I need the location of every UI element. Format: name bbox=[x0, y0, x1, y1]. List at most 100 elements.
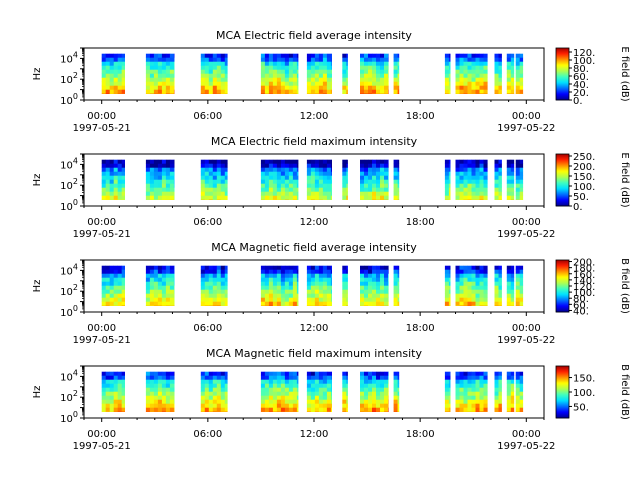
heatmap-cell bbox=[204, 171, 210, 176]
heatmap-cell bbox=[397, 81, 400, 86]
heatmap-cell bbox=[268, 73, 274, 78]
heatmap-cell bbox=[272, 65, 278, 70]
heatmap-cell bbox=[326, 289, 332, 294]
heatmap-cell bbox=[444, 273, 450, 278]
heatmap-cell bbox=[280, 395, 286, 400]
heatmap-cell bbox=[368, 387, 373, 392]
heatmap-cell bbox=[384, 187, 389, 192]
heatmap-cell bbox=[306, 159, 312, 164]
heatmap-cell bbox=[448, 191, 451, 196]
heatmap-cell bbox=[467, 277, 472, 282]
panel-2: MCA Electric field maximum intensity1001… bbox=[32, 135, 630, 240]
heatmap-cell bbox=[310, 265, 316, 270]
heatmap-cell bbox=[494, 375, 499, 380]
heatmap-cell bbox=[117, 399, 122, 404]
heatmap-cell bbox=[380, 387, 385, 392]
heatmap-cell bbox=[117, 281, 122, 286]
heatmap-cell bbox=[109, 61, 114, 66]
heatmap-cell bbox=[149, 371, 155, 376]
colorbar-segment bbox=[556, 381, 569, 383]
heatmap-cell bbox=[173, 391, 175, 396]
heatmap-cell bbox=[483, 285, 488, 290]
heatmap-cell bbox=[216, 269, 222, 274]
heatmap-cell bbox=[208, 293, 214, 298]
heatmap-cell bbox=[220, 175, 226, 180]
heatmap-cell bbox=[376, 171, 381, 176]
heatmap-cell bbox=[467, 171, 472, 176]
heatmap-cell bbox=[494, 293, 499, 298]
heatmap-cell bbox=[372, 301, 377, 306]
heatmap-cell bbox=[494, 81, 499, 86]
heatmap-cell bbox=[448, 265, 451, 270]
heatmap-cell bbox=[153, 85, 159, 90]
heatmap-cell bbox=[372, 89, 377, 94]
heatmap-cell bbox=[388, 277, 389, 282]
heatmap-cell bbox=[220, 57, 226, 62]
heatmap-cell bbox=[169, 175, 175, 180]
heatmap-cell bbox=[380, 395, 385, 400]
heatmap-cell bbox=[264, 301, 270, 306]
colorbar-segment bbox=[556, 383, 569, 385]
heatmap-cell bbox=[467, 375, 472, 380]
data-block bbox=[260, 53, 299, 94]
heatmap-cell bbox=[342, 61, 347, 66]
heatmap-cell bbox=[212, 77, 218, 82]
heatmap-cell bbox=[330, 69, 332, 74]
heatmap-cell bbox=[322, 61, 328, 66]
heatmap-cell bbox=[498, 285, 502, 290]
heatmap-cell bbox=[459, 171, 464, 176]
heatmap-cell bbox=[368, 183, 373, 188]
x-date-label: 1997-05-22 bbox=[497, 123, 555, 134]
heatmap-cell bbox=[264, 73, 270, 78]
heatmap-cell bbox=[314, 191, 320, 196]
heatmap-cell bbox=[272, 273, 278, 278]
heatmap-cell bbox=[264, 281, 270, 286]
heatmap-cell bbox=[173, 375, 175, 380]
heatmap-cell bbox=[101, 375, 106, 380]
heatmap-cell bbox=[220, 163, 226, 168]
heatmap-cell bbox=[169, 375, 175, 380]
heatmap-cell bbox=[153, 159, 159, 164]
heatmap-cell bbox=[105, 167, 110, 172]
heatmap-cell bbox=[510, 297, 515, 302]
heatmap-cell bbox=[360, 277, 365, 282]
heatmap-cell bbox=[216, 383, 222, 388]
heatmap-cell bbox=[272, 163, 278, 168]
heatmap-cell bbox=[272, 375, 278, 380]
heatmap-cell bbox=[268, 167, 274, 172]
heatmap-cell bbox=[342, 375, 347, 380]
heatmap-cell bbox=[519, 77, 524, 82]
x-tick-label: 12:00 bbox=[300, 217, 329, 228]
heatmap-cell bbox=[376, 57, 381, 62]
heatmap-cell bbox=[169, 289, 175, 294]
heatmap-cell bbox=[326, 73, 332, 78]
heatmap-cell bbox=[121, 273, 125, 278]
heatmap-cell bbox=[479, 179, 484, 184]
colorbar-segment bbox=[556, 394, 569, 396]
heatmap-cell bbox=[342, 293, 347, 298]
heatmap-cell bbox=[113, 195, 118, 200]
heatmap-cell bbox=[264, 171, 270, 176]
heatmap-cell bbox=[117, 265, 122, 270]
heatmap-cell bbox=[220, 183, 226, 188]
heatmap-cell bbox=[161, 399, 167, 404]
heatmap-cell bbox=[448, 289, 451, 294]
heatmap-cell bbox=[368, 57, 373, 62]
heatmap-cell bbox=[475, 163, 480, 168]
heatmap-cell bbox=[506, 159, 512, 164]
heatmap-cell bbox=[330, 61, 332, 66]
heatmap-cell bbox=[326, 187, 332, 192]
heatmap-cell bbox=[145, 399, 151, 404]
heatmap-cell bbox=[444, 77, 450, 82]
heatmap-cell bbox=[330, 285, 332, 290]
heatmap-cell bbox=[157, 167, 163, 172]
colorbar-segment bbox=[556, 86, 569, 88]
heatmap-cell bbox=[121, 379, 125, 384]
heatmap-cell bbox=[200, 195, 206, 200]
heatmap-cell bbox=[368, 191, 373, 196]
heatmap-cell bbox=[264, 407, 270, 412]
heatmap-cell bbox=[471, 289, 476, 294]
heatmap-cell bbox=[173, 289, 175, 294]
heatmap-cell bbox=[101, 281, 106, 286]
heatmap-cell bbox=[388, 167, 389, 172]
